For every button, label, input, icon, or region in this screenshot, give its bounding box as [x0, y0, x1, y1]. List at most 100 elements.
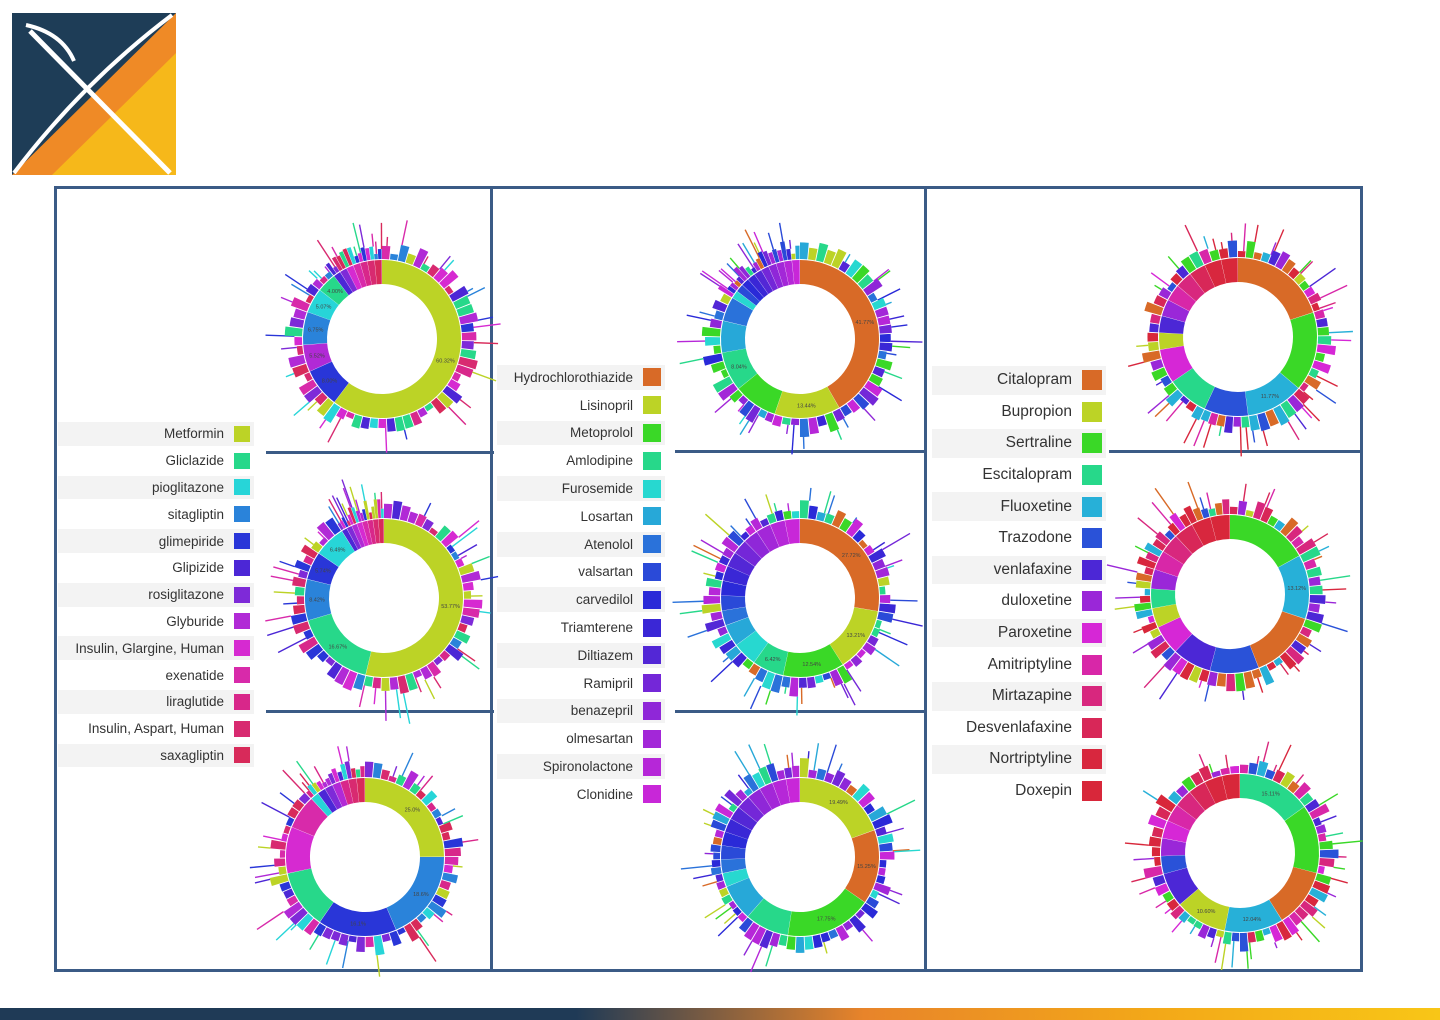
legend-swatch: [1082, 401, 1102, 422]
legend-item: Amlodipine: [497, 448, 665, 473]
legend-swatch: [234, 747, 250, 764]
legend-label: carvedilol: [575, 592, 633, 608]
legend-label: Amlodipine: [566, 453, 633, 469]
legend-swatch: [234, 533, 250, 550]
legend-swatch: [1082, 781, 1102, 802]
legend-item: Lisinopril: [497, 393, 665, 418]
legend-item: Paroxetine: [932, 618, 1106, 648]
legend-swatch: [1082, 654, 1102, 675]
legend-item: saxagliptin: [58, 743, 254, 768]
legend-label: Metoprolol: [569, 425, 633, 441]
legend-item: venlafaxine: [932, 555, 1106, 585]
legend-label: Fluoxetine: [1000, 497, 1072, 515]
legend-label: benazepril: [570, 703, 633, 719]
legend-label: Gliclazide: [165, 453, 224, 469]
legend-label: Escitalopram: [982, 466, 1072, 484]
legend-label: Furosemide: [561, 481, 633, 497]
legend-item: pioglitazone: [58, 475, 254, 500]
divider-horizontal-col1-2: [266, 710, 494, 713]
legend-item: benazepril: [497, 698, 665, 724]
legend-item: Nortriptyline: [932, 745, 1106, 774]
divider-vertical-2: [924, 189, 927, 969]
legend-swatch: [1082, 591, 1102, 612]
legend-item: olmesartan: [497, 726, 665, 751]
legend-swatch: [234, 479, 250, 496]
legend-swatch: [643, 535, 661, 554]
legend-label: Insulin, Aspart, Human: [88, 721, 224, 737]
legend-swatch: [643, 674, 661, 693]
legend-item: Spironolactone: [497, 754, 665, 779]
divider-horizontal-col2-1: [675, 450, 927, 453]
legend-swatch: [1082, 686, 1102, 707]
legend-label: Citalopram: [997, 371, 1072, 389]
legend-swatch: [1082, 433, 1102, 454]
legend-swatch: [234, 613, 250, 630]
legend-label: liraglutide: [166, 694, 224, 710]
legend-item: rosiglitazone: [58, 582, 254, 607]
legend-item: sitagliptin: [58, 502, 254, 526]
legend-swatch: [1082, 623, 1102, 644]
legend-swatch: [643, 646, 661, 665]
legend-item: Doxepin: [932, 777, 1106, 806]
legend-swatch: [643, 785, 661, 804]
legend-item: Glyburide: [58, 610, 254, 634]
legend-item: exenatide: [58, 663, 254, 687]
legend-item: Hydrochlorothiazide: [497, 365, 665, 390]
legend-label: Lisinopril: [579, 397, 633, 413]
legend-swatch: [234, 559, 250, 576]
legend-item: Metformin: [58, 422, 254, 446]
legend-item: duloxetine: [932, 587, 1106, 616]
legend-label: valsartan: [578, 564, 633, 580]
legend-swatch: [643, 396, 661, 415]
legend-item: Clonidine: [497, 782, 665, 807]
divider-horizontal-col2-2: [675, 710, 927, 713]
legend-swatch: [234, 640, 250, 657]
legend-item: Ramipril: [497, 671, 665, 696]
legend-swatch: [1082, 717, 1102, 738]
legend-item: glimepiride: [58, 529, 254, 553]
legend-item: Furosemide: [497, 476, 665, 501]
legend-label: Metformin: [163, 426, 224, 442]
legend-label: sitagliptin: [167, 506, 224, 522]
legend-swatch: [643, 757, 661, 776]
legend-label: Nortriptyline: [989, 750, 1072, 768]
legend-item: carvedilol: [497, 587, 665, 613]
legend-item: Desvenlafaxine: [932, 714, 1106, 743]
legend-label: Desvenlafaxine: [966, 718, 1072, 736]
legend-label: Bupropion: [1001, 402, 1072, 420]
legend-item: Bupropion: [932, 398, 1106, 427]
legend-label: Atenolol: [584, 536, 633, 552]
legend-label: exenatide: [165, 667, 224, 683]
legend-label: venlafaxine: [993, 560, 1072, 578]
legend-label: Triamterene: [560, 620, 633, 636]
legend-diabetes: Metformin Gliclazide pioglitazone sitaglipt…: [58, 422, 256, 770]
legend-item: Glipizide: [58, 556, 254, 580]
legend-item: liraglutide: [58, 690, 254, 714]
legend-item: Fluoxetine: [932, 492, 1106, 521]
legend-swatch: [234, 425, 250, 442]
legend-item: Citalopram: [932, 366, 1106, 395]
legend-item: Insulin, Glargine, Human: [58, 636, 254, 661]
legend-label: Hydrochlorothiazide: [513, 369, 633, 385]
legend-item: Trazodone: [932, 524, 1106, 553]
legend-swatch: [643, 590, 661, 609]
legend-swatch: [234, 667, 250, 684]
legend-label: Losartan: [580, 508, 633, 524]
legend-swatch: [234, 506, 250, 523]
legend-item: Diltiazem: [497, 643, 665, 668]
legend-swatch: [1082, 496, 1102, 517]
legend-item: Triamterene: [497, 615, 665, 640]
legend-item: Atenolol: [497, 531, 665, 557]
legend-swatch: [1082, 370, 1102, 391]
legend-swatch: [643, 451, 661, 470]
legend-label: Sertraline: [1005, 434, 1072, 452]
divider-horizontal-col1-1: [266, 451, 494, 454]
legend-item: Metoprolol: [497, 420, 665, 446]
legend-label: Paroxetine: [997, 624, 1072, 642]
legend-hypertension: Hydrochlorothiazide Lisinopril Metoprolol A…: [497, 365, 665, 810]
divider-horizontal-col3-1: [1109, 450, 1363, 453]
legend-swatch: [1082, 528, 1102, 549]
legend-label: rosiglitazone: [148, 587, 224, 603]
legend-label: Diltiazem: [577, 647, 633, 663]
legend-swatch: [643, 701, 661, 720]
